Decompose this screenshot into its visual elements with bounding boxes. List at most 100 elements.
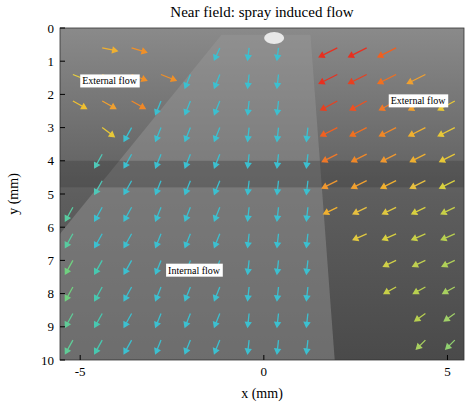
vector (155, 101, 161, 115)
vector (441, 207, 455, 214)
vector (65, 234, 73, 248)
y-tick (60, 227, 65, 228)
x-tick-label: 0 (261, 364, 268, 379)
vector (184, 340, 190, 354)
vector (124, 128, 132, 142)
vector (214, 101, 220, 115)
y-tick (60, 260, 65, 261)
vector (275, 181, 280, 195)
vector (352, 181, 367, 189)
vector (124, 154, 132, 168)
y-tick-label: 0 (48, 21, 55, 36)
vector (275, 260, 280, 274)
vector (246, 260, 251, 274)
vector (384, 260, 397, 266)
y-tick-label: 10 (41, 353, 54, 368)
vector (102, 128, 114, 137)
vector (95, 287, 103, 301)
vectors (65, 48, 455, 354)
vector (415, 314, 426, 322)
y-tick-label: 8 (48, 286, 55, 301)
vector (304, 260, 309, 274)
vector (246, 75, 251, 89)
vector (214, 48, 220, 60)
vector (324, 207, 338, 214)
y-tick (60, 360, 65, 361)
vector (65, 340, 73, 354)
vector (304, 181, 309, 195)
vector (184, 207, 190, 221)
x-tick (80, 355, 81, 360)
vector (155, 234, 161, 248)
vector (214, 287, 220, 301)
nozzle (264, 32, 284, 44)
vector (275, 314, 280, 328)
vector (246, 340, 251, 354)
y-tick (60, 127, 65, 128)
vector (378, 75, 396, 84)
vector (95, 234, 103, 248)
vector (275, 287, 280, 301)
vector (246, 128, 251, 142)
vector (214, 154, 220, 168)
vector (73, 101, 87, 109)
vector (275, 48, 280, 60)
x-tick-label: -5 (75, 364, 86, 379)
vector (304, 314, 309, 328)
vector (413, 287, 425, 294)
vector (275, 234, 280, 248)
vector (102, 48, 117, 53)
vector (95, 181, 103, 195)
vector (350, 101, 367, 110)
vector (214, 207, 220, 221)
vector (124, 181, 132, 195)
vector (155, 154, 161, 168)
vector (246, 154, 251, 168)
vector (214, 234, 220, 248)
vector (246, 314, 251, 328)
vector (95, 260, 103, 274)
vector (155, 207, 161, 221)
vector (412, 207, 426, 214)
vector (416, 340, 425, 349)
vector (412, 234, 426, 241)
photo (60, 28, 464, 360)
vector (184, 154, 190, 168)
x-tick-label: 5 (444, 364, 451, 379)
annotation: External flow (80, 74, 139, 87)
vector (304, 154, 309, 168)
vector (65, 260, 73, 274)
y-tick (60, 94, 65, 95)
vector (275, 128, 280, 142)
vector (214, 75, 220, 89)
vector (410, 154, 425, 162)
vector (184, 287, 190, 301)
vector (383, 207, 397, 214)
vector (155, 340, 161, 354)
vector (353, 207, 367, 214)
vector (304, 287, 309, 301)
vector (65, 287, 73, 301)
vector (102, 101, 116, 109)
y-tick (60, 326, 65, 327)
vector (441, 234, 455, 241)
vector (322, 154, 337, 162)
vector (155, 181, 161, 195)
shade (60, 161, 464, 188)
vector (155, 314, 161, 328)
vector (443, 287, 455, 294)
background (60, 28, 464, 360)
vector (275, 207, 280, 221)
y-tick (60, 160, 65, 161)
vector (95, 154, 103, 168)
y-tick (60, 194, 65, 195)
vector (246, 287, 251, 301)
vector (442, 260, 455, 266)
vector (132, 48, 147, 54)
vector (275, 75, 280, 89)
vector (438, 128, 455, 137)
annotation-patch (166, 264, 223, 277)
vector (350, 128, 367, 137)
vector (352, 154, 367, 162)
vector (380, 128, 397, 137)
